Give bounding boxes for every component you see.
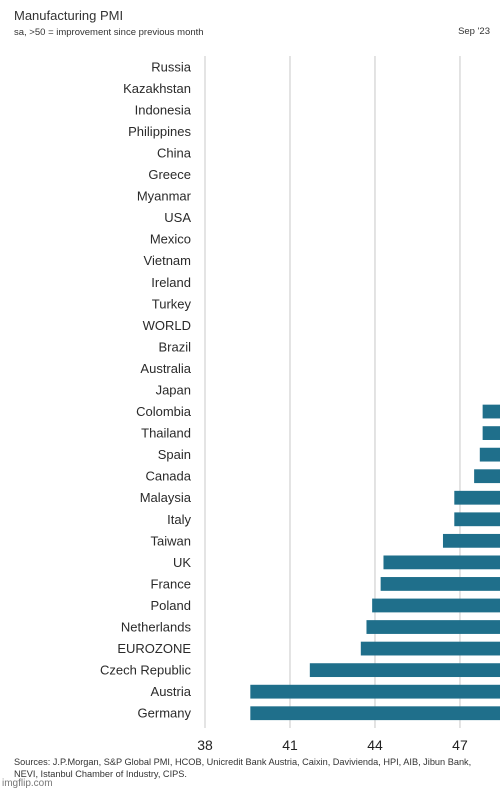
category-label: Russia bbox=[151, 59, 192, 74]
category-label: Poland bbox=[151, 598, 191, 613]
category-label: Greece bbox=[148, 167, 191, 182]
x-tick-label: 47 bbox=[452, 737, 468, 753]
category-label: Czech Republic bbox=[100, 663, 192, 678]
bar-czech-republic bbox=[309, 663, 500, 678]
bar-taiwan bbox=[442, 533, 500, 548]
category-label: Kazakhstan bbox=[123, 81, 191, 96]
bar-austria bbox=[250, 684, 500, 699]
category-label: Brazil bbox=[158, 339, 191, 354]
chart-title: Manufacturing PMI bbox=[14, 8, 124, 23]
chart-header: Manufacturing PMI sa, >50 = improvement … bbox=[14, 8, 486, 38]
category-label: China bbox=[157, 145, 192, 160]
category-label: Australia bbox=[140, 361, 191, 376]
category-label: Germany bbox=[138, 706, 192, 721]
category-label: Turkey bbox=[152, 296, 192, 311]
category-label: Malaysia bbox=[140, 490, 192, 505]
bar-netherlands bbox=[366, 620, 500, 634]
category-label: Austria bbox=[151, 684, 192, 699]
category-label: Japan bbox=[156, 383, 191, 398]
category-label: Taiwan bbox=[151, 533, 191, 548]
source-note: Sources: J.P.Morgan, S&P Global PMI, HCO… bbox=[14, 757, 472, 779]
bar-spain bbox=[479, 447, 500, 462]
category-label: Vietnam bbox=[144, 253, 191, 268]
bar-italy bbox=[454, 512, 500, 527]
category-label: Philippines bbox=[128, 124, 191, 139]
watermark: imgflip.com bbox=[2, 778, 53, 789]
bar-france bbox=[380, 577, 500, 591]
category-label: WORLD bbox=[143, 318, 191, 333]
bar-poland bbox=[372, 598, 500, 613]
category-label: Indonesia bbox=[135, 102, 192, 117]
bar-colombia bbox=[482, 404, 500, 419]
category-label: UK bbox=[173, 555, 191, 570]
bar-thailand bbox=[482, 426, 500, 440]
category-label: Spain bbox=[158, 447, 191, 462]
category-label: Thailand bbox=[141, 426, 191, 441]
category-label: USA bbox=[164, 210, 191, 225]
category-label: Ireland bbox=[151, 275, 191, 290]
category-label: Netherlands bbox=[121, 620, 192, 635]
x-tick-label: 44 bbox=[367, 737, 383, 753]
x-tick-label: 38 bbox=[197, 737, 213, 753]
bar-germany bbox=[250, 706, 500, 721]
bar-malaysia bbox=[454, 490, 500, 505]
bar-eurozone bbox=[360, 641, 500, 656]
chart-subtitle: sa, >50 = improvement since previous mon… bbox=[14, 27, 204, 38]
category-label: France bbox=[151, 576, 191, 591]
bar-uk bbox=[383, 555, 500, 570]
bar-canada bbox=[474, 469, 500, 484]
category-label: Colombia bbox=[136, 404, 192, 419]
chart-date: Sep '23 bbox=[458, 26, 490, 37]
category-label: Mexico bbox=[150, 232, 191, 247]
category-label: Italy bbox=[167, 512, 191, 527]
category-label: Myanmar bbox=[137, 189, 192, 204]
category-label: Canada bbox=[145, 469, 191, 484]
x-tick-label: 41 bbox=[282, 737, 298, 753]
category-label: EUROZONE bbox=[117, 641, 191, 656]
